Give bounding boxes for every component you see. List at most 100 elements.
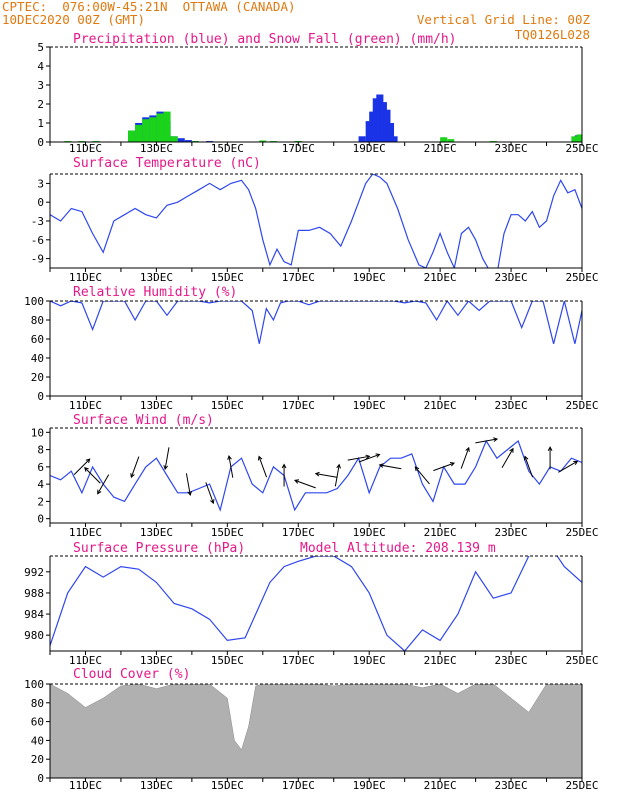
x-tick-label: 23DEC [495,654,528,667]
y-tick-label: 20 [31,753,44,766]
panel-title: Surface Wind (m/s) [73,413,214,428]
x-tick-label: 17DEC [282,142,315,155]
x-tick-label: 11DEC [69,779,102,792]
x-tick-label: 21DEC [424,526,457,539]
x-tick-label: 15DEC [211,142,244,155]
wind-arrow [558,460,578,473]
wind-arrow [433,462,455,472]
wind-arrow [501,448,514,469]
y-tick-label: 988 [24,587,44,600]
y-tick-label: 60 [31,716,44,729]
wind-arrow [379,464,402,470]
series-line [50,301,582,344]
wind-arrow-head [257,455,263,461]
header-grid-note: Vertical Grid Line: 00Z [416,12,590,27]
wind-arrow [97,474,110,494]
y-tick-label: 3 [37,177,44,190]
y-tick-label: 0 [37,136,44,149]
y-tick-label: 80 [31,697,44,710]
y-tick-label: 1 [37,117,44,130]
x-tick-label: 15DEC [211,654,244,667]
panel-title: Cloud Cover (%) [73,667,190,682]
wind-arrow [475,438,498,444]
panel-3: Surface Wind (m/s) 0 2 4 6 8 10 11DEC 13DEC 15DEC… [31,413,599,539]
x-tick-label: 21DEC [424,779,457,792]
header-model-code: TQ0126L028 [514,27,590,42]
x-tick-label: 19DEC [353,526,386,539]
data-layer [50,174,582,268]
wind-arrow-head [187,491,192,496]
x-tick-label: 17DEC [282,399,315,412]
precipitation-bar [358,136,366,142]
x-tick-label: 19DEC [353,654,386,667]
y-tick-label: -6 [31,234,44,247]
wind-arrow [185,473,191,496]
y-tick-label: 0 [37,196,44,209]
wind-arrow-head [210,499,215,505]
x-tick-label: 11DEC [69,526,102,539]
data-layer [64,94,582,142]
y-tick-label: 20 [31,371,44,384]
cloud-area [50,684,582,778]
wind-arrow-head [294,479,300,484]
x-tick-label: 25DEC [565,142,598,155]
snowfall-bar [156,113,164,142]
x-tick-label: 19DEC [353,399,386,412]
wind-arrow-head [573,460,579,466]
precipitation-bar [390,136,398,142]
wind-arrow [84,467,101,484]
x-tick-label: 19DEC [353,271,386,284]
x-tick-label: 17DEC [282,779,315,792]
series-line [50,556,582,651]
wind-arrow-head [227,455,232,460]
panel-1: Surface Temperature (nC) -9 -6 -3 0 3 11DEC 13D… [31,156,599,284]
wind-arrow [315,473,338,478]
wind-arrow [258,456,268,478]
x-tick-label: 25DEC [565,271,598,284]
wind-arrow [460,447,470,469]
series-line [50,174,582,268]
panel-title: Precipitation (blue) and Snow Fall (gree… [73,32,457,47]
wind-arrow [228,455,234,478]
x-tick-label: 11DEC [69,399,102,412]
x-tick-label: 21DEC [424,399,457,412]
x-tick-label: 21DEC [424,271,457,284]
x-tick-label: 19DEC [353,142,386,155]
x-tick-label: 23DEC [495,399,528,412]
snowfall-bar [128,130,136,142]
x-tick-label: 21DEC [424,654,457,667]
wind-arrow-head [336,463,341,469]
y-tick-label: 5 [37,41,44,54]
data-layer [50,684,582,778]
snowfall-bar [135,124,143,142]
wind-arrow-head [281,463,287,469]
snowfall-bar [142,119,150,142]
x-tick-label: 11DEC [69,654,102,667]
y-tick-label: 0 [37,772,44,785]
y-tick-label: 3 [37,79,44,92]
x-tick-label: 25DEC [565,654,598,667]
snowfall-bar [149,117,157,142]
y-tick-label: 80 [31,314,44,327]
y-tick-label: 0 [37,513,44,526]
series-line [50,439,582,512]
y-tick-label: 980 [24,629,44,642]
y-tick-label: 0 [37,390,44,403]
y-tick-label: 8 [37,444,44,457]
snowfall-bar [576,134,582,142]
panel-title: Surface Temperature (nC) [73,156,261,171]
x-tick-label: 11DEC [69,271,102,284]
y-tick-label: 40 [31,734,44,747]
wind-arrow [73,458,91,475]
wind-arrow-head [449,462,455,467]
wind-arrow [164,447,170,470]
x-tick-label: 25DEC [565,779,598,792]
precipitation-bar [365,121,373,142]
x-tick-label: 13DEC [140,526,173,539]
x-tick-label: 15DEC [211,526,244,539]
x-tick-label: 13DEC [140,271,173,284]
y-tick-label: 2 [37,98,44,111]
panel-5: Cloud Cover (%) 0 20 40 60 80 100 11DEC 13DEC 15D… [24,667,598,792]
x-tick-label: 11DEC [69,142,102,155]
